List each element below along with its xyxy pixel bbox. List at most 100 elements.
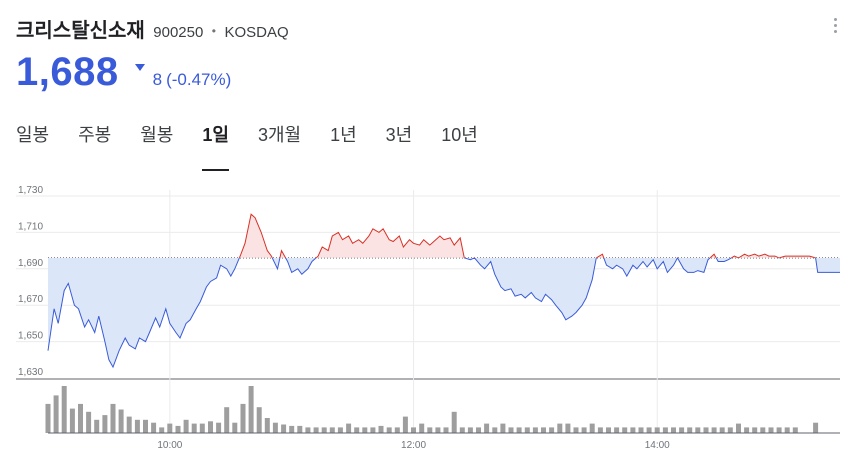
volume-bar (53, 395, 59, 433)
volume-bar (45, 403, 51, 433)
volume-bar (69, 408, 75, 433)
volume-bar (630, 427, 636, 433)
volume-bar (386, 427, 392, 433)
volume-bar (662, 427, 668, 433)
volume-bar (199, 423, 205, 433)
volume-bar (272, 422, 278, 433)
volume-bar (427, 427, 433, 433)
volume-bar (768, 427, 774, 433)
volume-bar (459, 427, 465, 433)
volume-bar (679, 427, 685, 433)
volume-bar (134, 419, 140, 433)
volume-bar (703, 427, 709, 433)
volume-bar (110, 403, 116, 433)
tab-1-day[interactable]: 1일 (202, 121, 229, 171)
price-change-percent: (-0.47%) (166, 70, 232, 89)
volume-bar (671, 427, 676, 433)
volume-bar (549, 427, 555, 433)
volume-bar (541, 427, 546, 433)
x-tick-label: 14:00 (645, 440, 670, 451)
volume-bar (305, 427, 311, 433)
tab-3-years[interactable]: 3년 (385, 125, 413, 145)
volume-bar (573, 427, 579, 433)
volume-bar (143, 419, 148, 433)
volume-bar (557, 423, 563, 433)
volume-bar (776, 427, 782, 433)
volume-bar (784, 427, 790, 433)
volume-bar (435, 427, 441, 433)
tab-10-years[interactable]: 10년 (441, 125, 478, 145)
volume-bar (492, 427, 498, 433)
volume-bar (167, 423, 173, 433)
volume-bar (476, 427, 481, 433)
volume-bar (175, 425, 181, 433)
volume-bar (695, 427, 701, 433)
volume-bar (86, 411, 92, 433)
price-line-above (238, 213, 817, 258)
volume-bars (45, 386, 819, 434)
volume-bar (159, 427, 165, 433)
volume-bar (532, 427, 538, 433)
volume-bar (329, 427, 335, 433)
volume-bar (752, 427, 758, 433)
volume-bar (102, 415, 108, 433)
volume-bar (500, 423, 506, 433)
y-tick-label: 1,670 (18, 294, 43, 305)
tab-weekly[interactable]: 주봉 (78, 125, 112, 145)
volume-bar (126, 416, 132, 433)
stock-code: 900250 (153, 24, 204, 41)
x-tick-label: 12:00 (401, 440, 426, 451)
volume-bar (638, 427, 644, 433)
volume-bar (321, 427, 327, 433)
volume-bar (354, 427, 360, 433)
volume-bar (508, 427, 514, 433)
volume-bar (606, 427, 611, 433)
price-area (47, 213, 840, 369)
tab-daily[interactable]: 일봉 (16, 125, 50, 145)
volume-bar (411, 427, 416, 433)
volume-bar (719, 427, 725, 433)
more-vert-icon[interactable] (832, 18, 838, 38)
price-line-below (47, 257, 840, 369)
y-tick-label: 1,690 (18, 258, 43, 269)
volume-bar (597, 427, 603, 433)
volume-bar (232, 422, 238, 433)
volume-bar (813, 422, 819, 433)
triangle-down-icon (134, 64, 145, 71)
volume-bar (727, 427, 733, 433)
tab-1-year[interactable]: 1년 (330, 125, 357, 145)
volume-bar (402, 416, 408, 433)
price-chart[interactable]: 1,730 1,710 1,690 1,670 1,650 1,630 10:00 12:00… (0, 170, 854, 453)
stock-name: 크리스탈신소재 (16, 20, 145, 42)
volume-bar (443, 427, 449, 433)
volume-bar (419, 423, 425, 433)
volume-bar (451, 411, 457, 433)
volume-bar (370, 427, 376, 433)
price-change: 8 (152, 70, 163, 89)
volume-bar (622, 427, 628, 433)
volume-bar (711, 427, 717, 433)
period-tabs: 일봉 주봉 월봉 1일 3개월 1년 3년 10년 (16, 121, 507, 171)
volume-bar (687, 427, 693, 433)
volume-bar (524, 427, 530, 433)
volume-bar (281, 424, 287, 433)
separator-dot: • (211, 24, 216, 38)
volume-bar (484, 423, 490, 433)
stock-header: 크리스탈신소재 900250 • KOSDAQ (16, 14, 838, 44)
volume-bar (224, 407, 230, 434)
volume-bar (240, 403, 246, 433)
tab-monthly[interactable]: 월봉 (140, 125, 174, 145)
current-price: 1,688 (16, 50, 119, 94)
volume-bar (589, 423, 595, 433)
y-tick-label: 1,650 (18, 331, 43, 342)
volume-bar (565, 423, 571, 433)
y-tick-label: 1,630 (18, 367, 43, 378)
above-fill (239, 214, 816, 258)
y-tick-label: 1,710 (18, 221, 43, 232)
tab-3-months[interactable]: 3개월 (257, 125, 302, 145)
volume-bar (248, 386, 254, 433)
volume-bar (614, 427, 620, 433)
volume-bar (297, 425, 303, 433)
y-tick-label: 1,730 (18, 185, 43, 196)
below-fill (48, 257, 840, 368)
